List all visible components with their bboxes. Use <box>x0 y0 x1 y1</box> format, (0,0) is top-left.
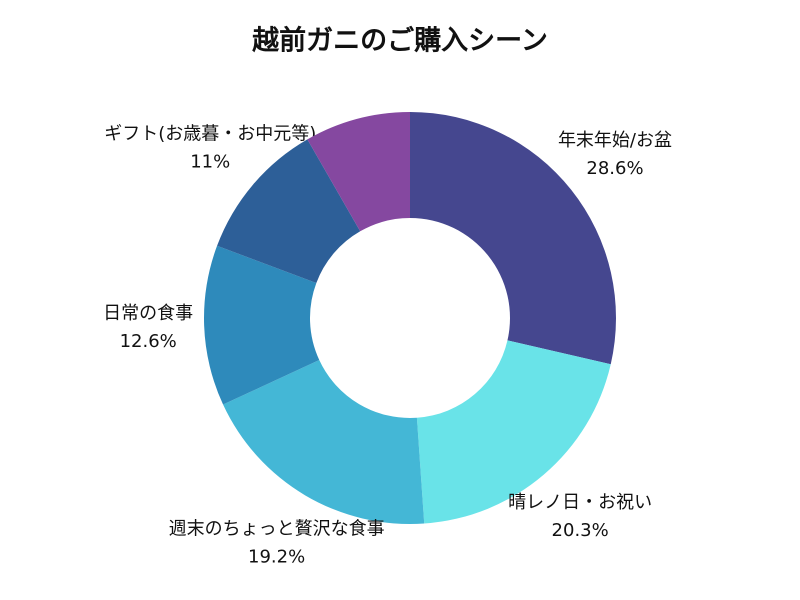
donut-slice <box>223 360 425 524</box>
slice-label: 日常の食事 <box>103 303 193 324</box>
donut-slice <box>307 112 410 232</box>
slice-label: 週末のちょっと贅沢な食事 <box>169 519 385 540</box>
slice-value-label: 28.6% <box>586 158 643 179</box>
slice-value-label: 20.3% <box>552 520 609 541</box>
slice-label: 年末年始/お盆 <box>558 130 672 151</box>
slice-value-label: 11% <box>190 151 230 172</box>
slice-label: ギフト(お歳暮・お中元等) <box>104 123 316 144</box>
donut-slice <box>204 245 320 405</box>
slice-value-label: 12.6% <box>120 331 177 352</box>
donut-slice <box>410 112 617 365</box>
donut-slice <box>217 139 361 283</box>
slice-value-label: 19.2% <box>248 547 305 568</box>
chart-title: 越前ガニのご購入シーン <box>252 25 548 57</box>
slice-label: 晴レノ日・お祝い <box>508 492 652 513</box>
donut-slice <box>416 340 611 524</box>
